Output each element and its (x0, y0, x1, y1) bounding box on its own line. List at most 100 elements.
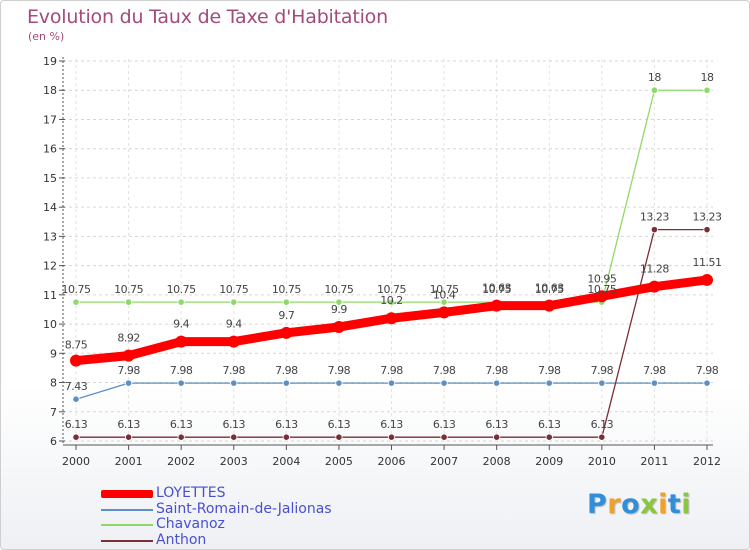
data-point (332, 321, 345, 333)
y-tick-label: 16 (43, 143, 57, 156)
data-label: 6.13 (591, 418, 614, 431)
data-label: 7.98 (485, 364, 508, 377)
x-tick-label: 2010 (588, 455, 616, 468)
data-label: 7.98 (538, 364, 561, 377)
chart-title: Evolution du Taux de Taxe d'Habitation (27, 6, 388, 28)
y-tick-label: 17 (43, 113, 57, 126)
data-point (124, 298, 133, 306)
data-point (335, 298, 343, 306)
data-point (493, 433, 501, 441)
legend-swatch-chavanoz (101, 524, 153, 526)
data-label: 10.2 (380, 294, 403, 307)
x-tick-label: 2002 (167, 455, 195, 468)
data-label: 18 (648, 71, 661, 84)
data-point (545, 379, 553, 387)
data-point (335, 433, 343, 441)
data-label: 9.4 (226, 318, 242, 331)
data-point (650, 86, 659, 94)
data-point (440, 298, 448, 306)
data-label: 6.13 (380, 418, 403, 431)
y-tick-label: 6 (50, 435, 57, 448)
data-label: 6.13 (538, 418, 561, 431)
data-label: 18 (701, 71, 714, 84)
data-label: 10.63 (535, 282, 564, 295)
data-point (703, 86, 711, 94)
data-label: 10.75 (482, 283, 511, 296)
data-point (543, 299, 556, 312)
data-point (438, 306, 451, 319)
y-tick-label: 13 (43, 230, 57, 243)
data-label: 6.13 (275, 418, 298, 431)
x-tick-label: 2011 (640, 455, 668, 468)
data-point (387, 433, 396, 441)
data-label: 7.43 (65, 380, 88, 393)
data-label: 9.7 (278, 309, 294, 322)
data-point (282, 298, 290, 306)
data-point (387, 379, 396, 387)
data-point (230, 433, 238, 441)
data-point (440, 379, 448, 387)
legend-swatch-anthon (101, 539, 153, 542)
legend-label: Saint-Romain-de-Jalionas (156, 500, 332, 517)
y-tick-label: 7 (50, 406, 57, 419)
y-tick-label: 19 (43, 55, 57, 68)
data-label: 7.98 (696, 364, 719, 377)
data-point (72, 395, 80, 403)
data-label: 9.9 (331, 303, 347, 316)
data-point (230, 298, 238, 306)
data-label: 7.98 (275, 364, 298, 377)
data-label: 10.63 (482, 282, 511, 295)
x-tick-label: 2001 (115, 455, 143, 468)
y-tick-label: 12 (43, 260, 57, 273)
data-label: 9.4 (173, 318, 189, 331)
data-point (124, 433, 133, 441)
legend-label: LOYETTES (156, 485, 226, 501)
data-label: 10.75 (219, 283, 248, 296)
data-label: 10.75 (272, 283, 301, 296)
data-point (177, 298, 185, 306)
data-point (703, 379, 711, 387)
data-point (490, 299, 503, 312)
data-label: 6.13 (170, 418, 193, 431)
data-point (595, 290, 608, 303)
data-point (440, 433, 448, 441)
y-tick-label: 15 (43, 172, 57, 185)
chart-subtitle: (en %) (28, 30, 65, 43)
data-point (227, 335, 240, 348)
data-label: 10.75 (377, 283, 406, 296)
data-label: 10.95 (587, 272, 616, 285)
data-label: 7.98 (117, 364, 140, 377)
data-point (230, 379, 238, 387)
y-tick-label: 14 (43, 201, 57, 214)
data-label: 10.75 (167, 283, 196, 296)
data-label: 11.51 (693, 256, 722, 269)
data-point (175, 335, 188, 348)
data-point (122, 349, 135, 362)
data-label: 7.98 (170, 364, 193, 377)
y-tick-label: 11 (43, 289, 57, 302)
x-tick-label: 2006 (378, 455, 406, 468)
data-point (650, 226, 659, 234)
data-label: 6.13 (485, 418, 508, 431)
data-label: 7.98 (643, 364, 666, 377)
data-label: 7.98 (591, 364, 614, 377)
data-label: 10.75 (430, 283, 459, 296)
data-label: 10.75 (587, 283, 616, 296)
data-label: 10.75 (114, 283, 143, 296)
data-label: 8.75 (65, 339, 88, 352)
data-label: 10.75 (535, 283, 564, 296)
x-tick-label: 2008 (483, 455, 511, 468)
data-point (177, 433, 185, 441)
data-label: 6.13 (433, 418, 456, 431)
data-point (282, 433, 290, 441)
legend-label: Chavanoz (156, 516, 225, 532)
data-point (282, 379, 290, 387)
proxiti-logo: Proxiti (587, 489, 692, 520)
data-label: 10.75 (62, 283, 91, 296)
data-point (598, 379, 606, 387)
data-label: 13.23 (640, 211, 669, 224)
data-point (72, 433, 80, 441)
y-tick-label: 18 (43, 84, 57, 97)
data-label: 13.23 (693, 211, 722, 224)
